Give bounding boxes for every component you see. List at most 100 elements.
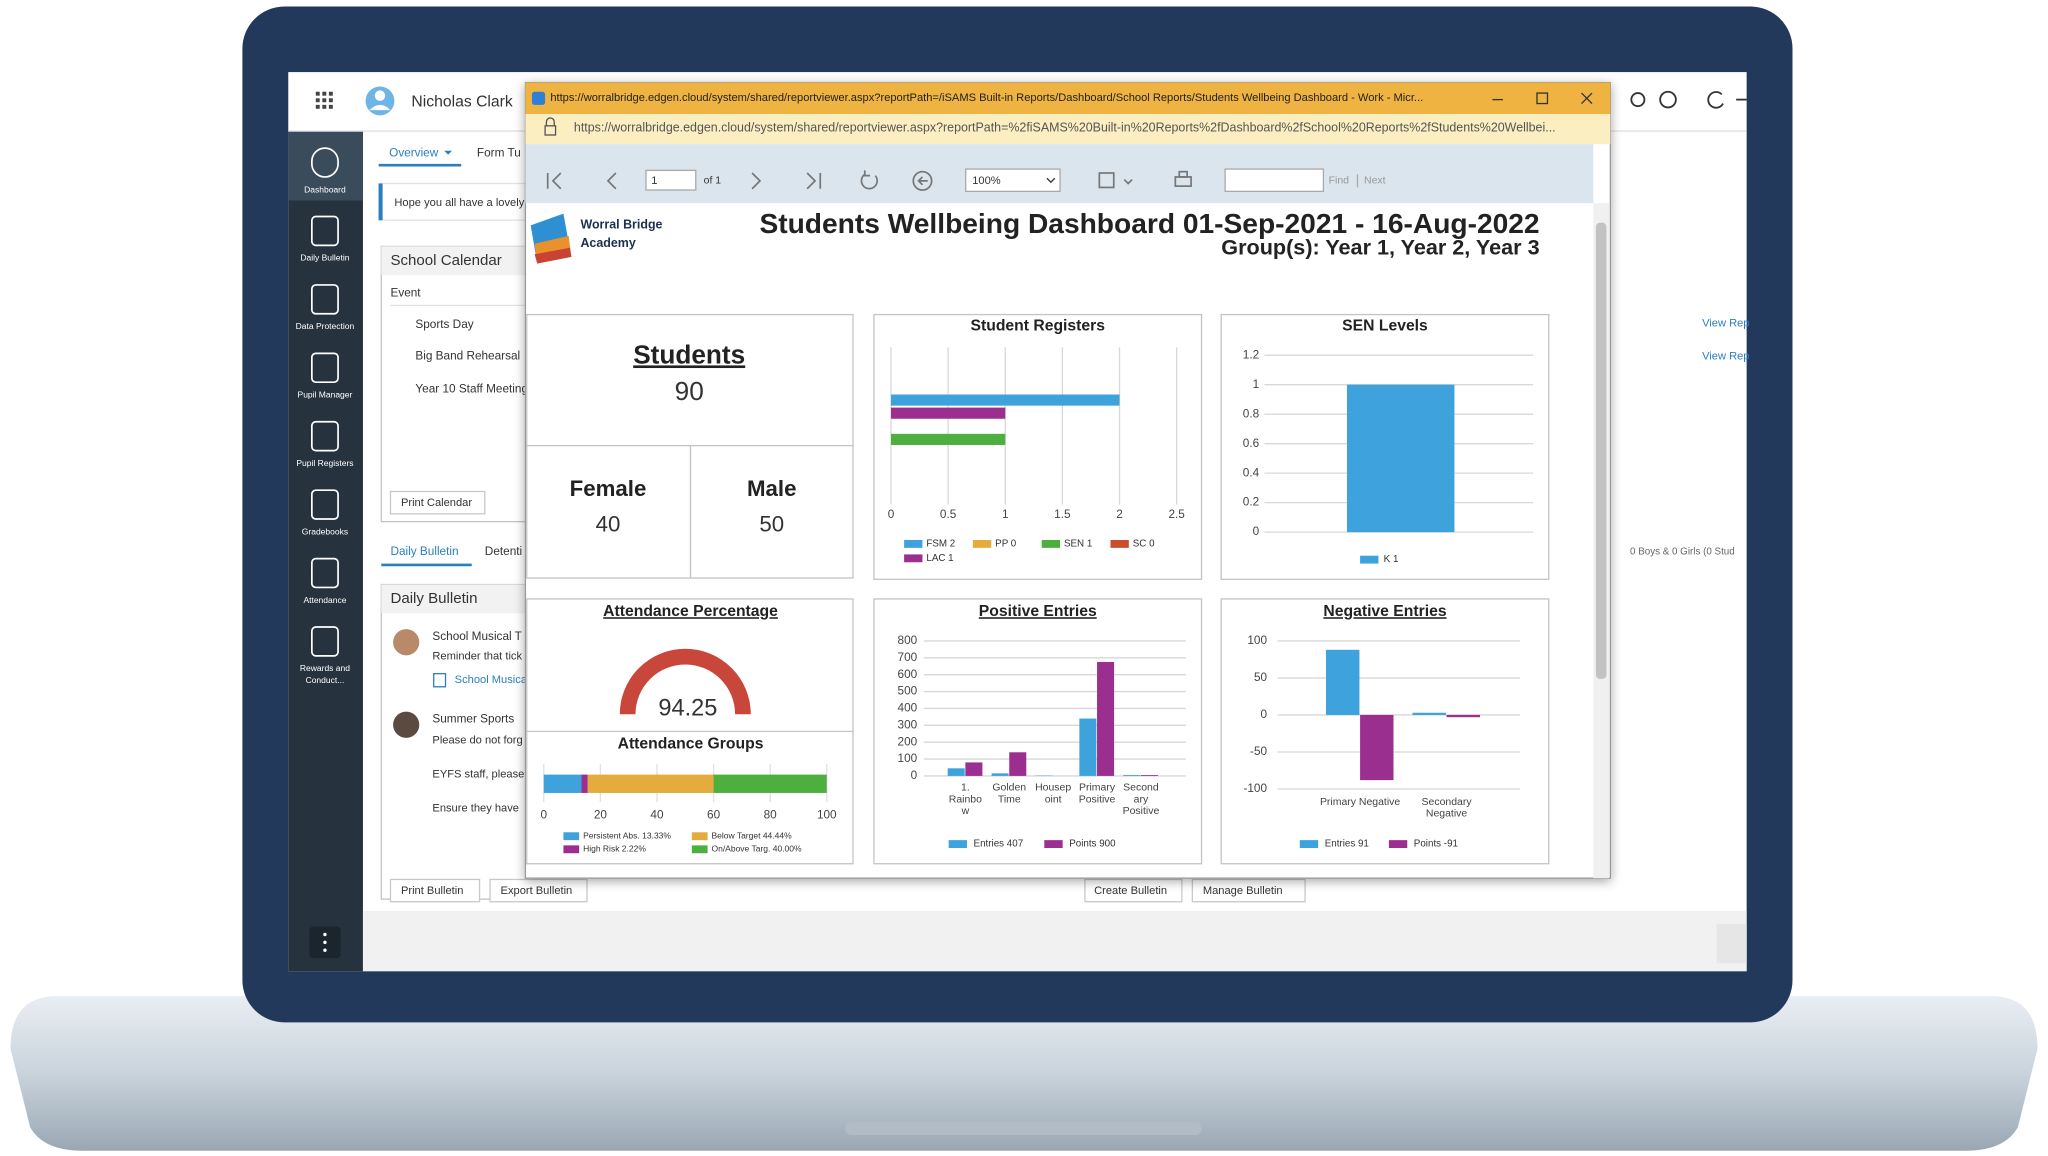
button-label[interactable]: Export Bulletin [501,885,573,897]
sidebar-icon[interactable] [310,215,339,247]
legend-swatch [1299,840,1319,848]
tab-overview[interactable]: Overview [389,146,439,159]
x-tick-label: 40 [650,808,664,821]
panel-title: Attendance Groups [618,736,764,753]
sidebar-label[interactable]: Pupil Manager [298,390,353,400]
legend-label: Entries 91 [1325,839,1369,850]
find-input[interactable] [1224,168,1325,193]
x-tick-label: Secondary [1422,797,1473,808]
notice-text: Hope you all have a lovely [394,197,524,209]
sidebar-icon[interactable] [310,626,339,657]
y-tick-label: -100 [1243,782,1267,795]
y-tick-label: 1 [1253,378,1260,391]
next-link[interactable]: Next [1364,176,1386,187]
y-tick-label: 700 [898,651,918,664]
x-tick-label: Primary [1079,782,1116,793]
x-tick-label: 1.5 [1054,508,1071,521]
y-tick-label: 600 [898,668,918,681]
export-bulletin-button[interactable] [489,878,588,903]
sidebar-label[interactable]: Attendance [303,595,346,605]
female-count: 40 [596,511,621,536]
male-panel [689,444,854,579]
sidebar-label[interactable]: Dashboard [304,184,346,194]
legend-label: Persistent Abs. 13.33% [583,830,671,840]
sidebar-label[interactable]: Gradebooks [302,526,348,536]
button-label[interactable]: Manage Bulletin [1203,885,1283,897]
user-name[interactable]: Nicholas Clark [411,93,512,110]
scroll-thumb[interactable] [1595,222,1607,679]
legend-label: LAC 1 [926,553,953,564]
print-calendar-button[interactable] [389,490,486,515]
sidebar-active [288,131,363,201]
sidebar-icon[interactable] [310,284,339,315]
bar [1446,714,1480,718]
address-url[interactable]: https://worralbridge.edgen.cloud/system/… [574,121,1556,135]
page-count: of 1 [704,176,722,187]
zoom-select[interactable] [965,168,1061,193]
page-number[interactable]: 1 [651,175,657,187]
x-tick-label: Primary Negative [1320,797,1400,808]
button-label[interactable]: Print Bulletin [401,885,463,897]
y-tick-label: 1.2 [1243,348,1259,361]
x-tick-label: Positive [1079,794,1116,805]
logo-name: Academy [580,236,635,250]
legend-swatch [691,832,708,841]
zoom-value[interactable]: 100% [972,175,1001,187]
notice [378,182,527,221]
sidebar-label[interactable]: Daily Bulletin [300,253,349,263]
sidebar-icon[interactable] [310,557,339,589]
bulletin-item-title[interactable]: Summer Sports [432,713,514,726]
legend-label: SEN 1 [1064,539,1092,550]
calendar-header: Event [390,287,421,300]
button-label[interactable]: Create Bulletin [1094,885,1167,897]
legend-swatch [563,845,580,854]
sidebar-label[interactable]: Conduct... [306,675,345,685]
bar-segment [581,774,588,793]
bulletin-item-text: Reminder that tick [432,651,522,663]
bar [1123,775,1141,776]
legend-swatch [904,539,923,548]
bulletin-item-link[interactable]: School Musica [455,674,528,686]
toolbar-icons[interactable] [546,170,1192,191]
legend-label: On/Above Targ. 40.00% [711,844,802,854]
page-input[interactable] [645,169,697,191]
y-tick-label: -50 [1250,745,1267,758]
legend-swatch [1044,840,1063,848]
sidebar-icon[interactable] [310,352,339,384]
bar-segment [587,774,714,793]
bulletin-tab[interactable]: Daily Bulletin [390,545,458,558]
detentions-tab[interactable]: Detenti [485,545,522,558]
female-panel [526,444,692,579]
create-bulletin-button[interactable] [1084,878,1183,903]
top-icons[interactable] [1630,90,1747,109]
sidebar-icon[interactable] [310,489,339,520]
tab-form-tutor[interactable]: Form Tu [477,146,521,159]
legend-label: Points -91 [1414,839,1458,850]
bulletin-item-title[interactable]: School Musical T [432,630,521,643]
view-report-link[interactable]: View Rep [1702,318,1749,330]
x-tick-label: 2 [1116,508,1123,521]
legend-swatch [1388,840,1408,848]
legend-swatch [1360,555,1379,564]
y-tick-label: 50 [1254,671,1268,684]
window-controls[interactable] [1492,92,1593,105]
y-tick-label: 400 [898,702,918,715]
sidebar-label[interactable]: Pupil Registers [296,458,353,468]
sidebar-icon[interactable] [310,147,339,178]
legend-label: Points 900 [1069,839,1116,850]
bar [1360,714,1394,781]
manage-bulletin-button[interactable] [1191,878,1306,903]
y-tick-label: 200 [898,735,918,748]
print-bulletin-button[interactable] [389,878,481,903]
sidebar-icon[interactable] [310,420,339,452]
sidebar-label[interactable]: Rewards and [300,663,350,673]
app-grid-icon[interactable] [315,91,333,109]
find-link[interactable]: Find [1329,176,1350,187]
panel-title: Attendance Percentage [603,603,778,620]
sidebar-label[interactable]: Data Protection [296,321,355,331]
view-report-link[interactable]: View Rep [1702,350,1749,362]
legend-swatch [563,832,580,841]
bulletin-title: Daily Bulletin [390,590,477,607]
print-calendar-label[interactable]: Print Calendar [401,497,472,509]
